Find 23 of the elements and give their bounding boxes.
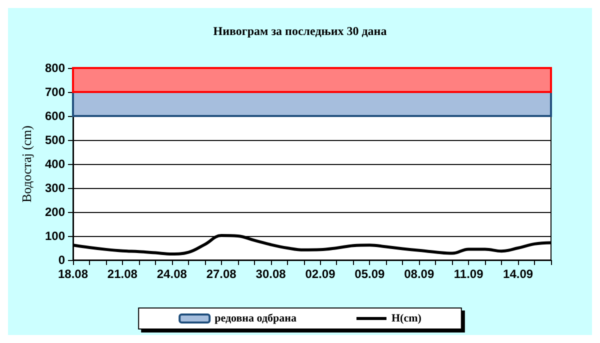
x-tick-label: 18.08 (58, 267, 88, 281)
x-tick-label: 11.09 (454, 267, 484, 281)
y-tick-label: 800 (44, 61, 66, 75)
legend-label: H(cm) (391, 312, 422, 324)
x-tick-label: 14.09 (503, 267, 534, 281)
x-tick-label: 05.09 (354, 267, 386, 281)
chart-title: Нивограм за последњих 30 дана (213, 24, 387, 38)
x-tick-label: 21.08 (107, 267, 138, 281)
y-tick-label: 400 (44, 157, 66, 171)
y-tick-label: 100 (44, 229, 66, 243)
y-axis-title: Водостај (cm) (19, 125, 34, 203)
x-tick-label: 02.09 (305, 267, 336, 281)
x-tick-label: 08.09 (404, 267, 434, 281)
y-tick-label: 700 (44, 85, 66, 99)
y-tick-label: 300 (44, 181, 66, 195)
y-tick-label: 500 (44, 133, 66, 147)
x-tick-label: 27.08 (206, 267, 237, 281)
y-tick-label: 600 (44, 109, 66, 123)
legend-label: редовна одбрана (214, 312, 297, 324)
y-tick-label: 0 (58, 253, 66, 267)
x-tick-label: 24.08 (156, 267, 188, 281)
x-tick-label: 30.08 (256, 267, 286, 281)
y-tick-label: 200 (44, 205, 66, 219)
